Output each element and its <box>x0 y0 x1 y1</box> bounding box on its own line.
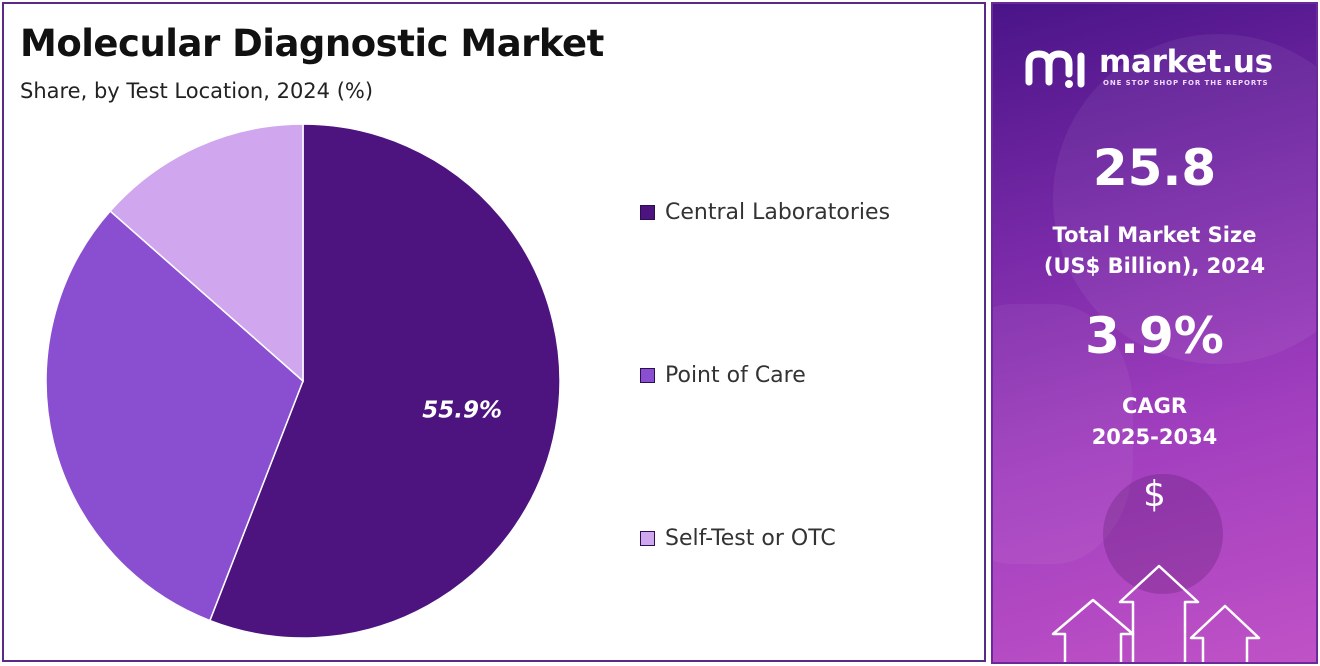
legend-item: Central Laboratories <box>640 200 890 225</box>
legend-label: Self-Test or OTC <box>665 526 836 551</box>
data-label: 55.9% <box>422 397 502 423</box>
summary-panel: market.us ONE STOP SHOP FOR THE REPORTS … <box>991 2 1318 664</box>
legend-swatch <box>640 205 655 220</box>
growth-arrows-icon <box>1051 564 1261 662</box>
dollar-icon: $ <box>1143 474 1166 515</box>
background-decoration <box>1103 474 1223 594</box>
chart-subtitle: Share, by Test Location, 2024 (%) <box>20 79 374 103</box>
legend-label: Central Laboratories <box>665 200 891 225</box>
background-decoration <box>1053 34 1316 364</box>
chart-legend: Central Laboratories Point of Care Self-Te… <box>640 4 980 664</box>
background-decoration <box>993 304 1133 564</box>
chart-title: Molecular Diagnostic Market <box>20 22 604 65</box>
market-us-logo-icon <box>1025 50 1085 88</box>
brand-logo-block: market.us ONE STOP SHOP FOR THE REPORTS <box>1023 44 1298 94</box>
market-size-label-line1: Total Market Size <box>1052 223 1257 247</box>
legend-label: Point of Care <box>665 363 806 388</box>
brand-tagline: ONE STOP SHOP FOR THE REPORTS <box>1103 79 1269 87</box>
chart-panel: Molecular Diagnostic Market Share, by Te… <box>2 2 986 662</box>
brand-name: market.us <box>1099 44 1273 80</box>
pie-chart: 55.9% <box>45 123 561 639</box>
cagr-value: 3.9% <box>1085 307 1224 365</box>
pie-slice-point-of-care <box>45 209 304 622</box>
market-size-value: 25.8 <box>1092 139 1217 197</box>
legend-item: Point of Care <box>640 363 806 388</box>
pie-slice-central-laboratories <box>208 123 561 639</box>
legend-item: Self-Test or OTC <box>640 526 836 551</box>
market-size-label-line2: (US$ Billion), 2024 <box>1043 254 1266 278</box>
legend-swatch <box>640 531 655 546</box>
cagr-label-line1: CAGR <box>1121 394 1188 418</box>
legend-swatch <box>640 368 655 383</box>
cagr-label-line2: 2025-2034 <box>1091 425 1218 449</box>
pie-slice-self-test-or-otc <box>109 123 304 383</box>
